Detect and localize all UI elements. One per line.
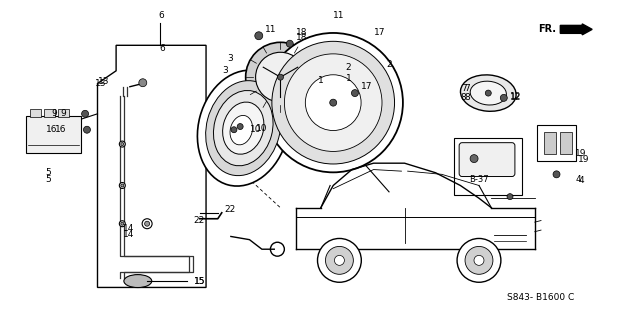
Circle shape [305, 75, 361, 131]
Text: 7: 7 [464, 84, 470, 93]
Text: 9: 9 [60, 109, 67, 118]
Circle shape [83, 126, 90, 133]
Ellipse shape [124, 275, 152, 288]
Text: 4: 4 [578, 176, 584, 185]
Text: 19: 19 [575, 149, 587, 158]
Text: S843- B1600 C: S843- B1600 C [507, 292, 574, 301]
Text: 4: 4 [575, 175, 581, 184]
Bar [561, 132, 573, 154]
Bar [26, 116, 81, 153]
Ellipse shape [470, 81, 506, 105]
FancyBboxPatch shape [536, 125, 576, 161]
Circle shape [237, 124, 243, 130]
Text: 16: 16 [45, 125, 57, 134]
Text: 19: 19 [578, 156, 590, 164]
Text: 12: 12 [510, 92, 521, 101]
Ellipse shape [245, 42, 315, 112]
Circle shape [121, 184, 124, 187]
Circle shape [139, 79, 147, 87]
Circle shape [82, 110, 88, 117]
FancyArrow shape [560, 24, 592, 35]
Circle shape [335, 255, 345, 265]
Circle shape [318, 238, 361, 282]
Circle shape [121, 143, 124, 146]
Ellipse shape [214, 91, 273, 166]
Bar [30, 108, 41, 116]
Circle shape [255, 32, 263, 40]
Circle shape [231, 127, 237, 133]
Bar [44, 108, 55, 116]
Text: 12: 12 [510, 93, 521, 102]
Circle shape [272, 41, 394, 164]
Circle shape [142, 219, 152, 229]
Text: 3: 3 [222, 66, 227, 75]
Circle shape [277, 74, 283, 80]
Text: 18: 18 [296, 33, 308, 42]
Text: 14: 14 [123, 224, 135, 233]
Circle shape [507, 194, 513, 200]
Ellipse shape [230, 116, 252, 145]
Circle shape [553, 171, 560, 178]
Ellipse shape [206, 81, 281, 176]
Circle shape [330, 99, 336, 106]
Text: 7: 7 [461, 84, 467, 93]
Bar [544, 132, 556, 154]
Circle shape [121, 222, 124, 225]
Circle shape [485, 90, 492, 96]
Text: 15: 15 [194, 276, 205, 285]
Circle shape [500, 94, 507, 101]
Text: 22: 22 [194, 216, 205, 225]
FancyBboxPatch shape [459, 143, 515, 177]
Text: 8: 8 [464, 93, 470, 102]
Bar [58, 108, 69, 116]
Text: 17: 17 [361, 82, 373, 91]
Circle shape [120, 141, 125, 147]
Circle shape [465, 246, 493, 274]
Text: 6: 6 [159, 44, 165, 53]
Text: 16: 16 [55, 125, 67, 134]
Ellipse shape [460, 75, 516, 111]
Ellipse shape [197, 70, 289, 186]
Circle shape [325, 246, 353, 274]
Ellipse shape [255, 52, 305, 102]
Text: 10: 10 [249, 125, 261, 134]
Text: 15: 15 [194, 276, 205, 285]
Text: 11: 11 [265, 25, 277, 34]
Text: 5: 5 [45, 175, 50, 184]
Text: 22: 22 [225, 205, 236, 214]
Circle shape [474, 255, 484, 265]
Bar [454, 138, 522, 196]
Text: 2: 2 [386, 60, 392, 69]
Circle shape [470, 155, 478, 163]
Text: 14: 14 [123, 230, 135, 239]
Text: 5: 5 [45, 168, 51, 177]
Text: 10: 10 [255, 124, 267, 132]
Text: B-37: B-37 [469, 175, 489, 184]
Text: 3: 3 [228, 53, 234, 62]
Circle shape [285, 54, 382, 151]
Text: FR.: FR. [538, 24, 556, 34]
Circle shape [120, 221, 125, 227]
Circle shape [287, 40, 293, 47]
Text: 9: 9 [52, 109, 57, 118]
Circle shape [264, 33, 403, 172]
Text: 18: 18 [296, 28, 308, 37]
Ellipse shape [222, 102, 264, 154]
Text: 1: 1 [318, 76, 323, 85]
Circle shape [457, 238, 501, 282]
Text: 13: 13 [95, 79, 107, 88]
Text: 8: 8 [461, 93, 467, 102]
Text: 13: 13 [98, 77, 110, 86]
Circle shape [145, 221, 150, 226]
Text: 6: 6 [158, 11, 164, 20]
Text: 2: 2 [346, 63, 351, 72]
Text: 1: 1 [346, 74, 351, 83]
Circle shape [351, 90, 358, 97]
Text: 17: 17 [374, 28, 385, 37]
Circle shape [120, 182, 125, 188]
Text: 11: 11 [333, 11, 345, 20]
